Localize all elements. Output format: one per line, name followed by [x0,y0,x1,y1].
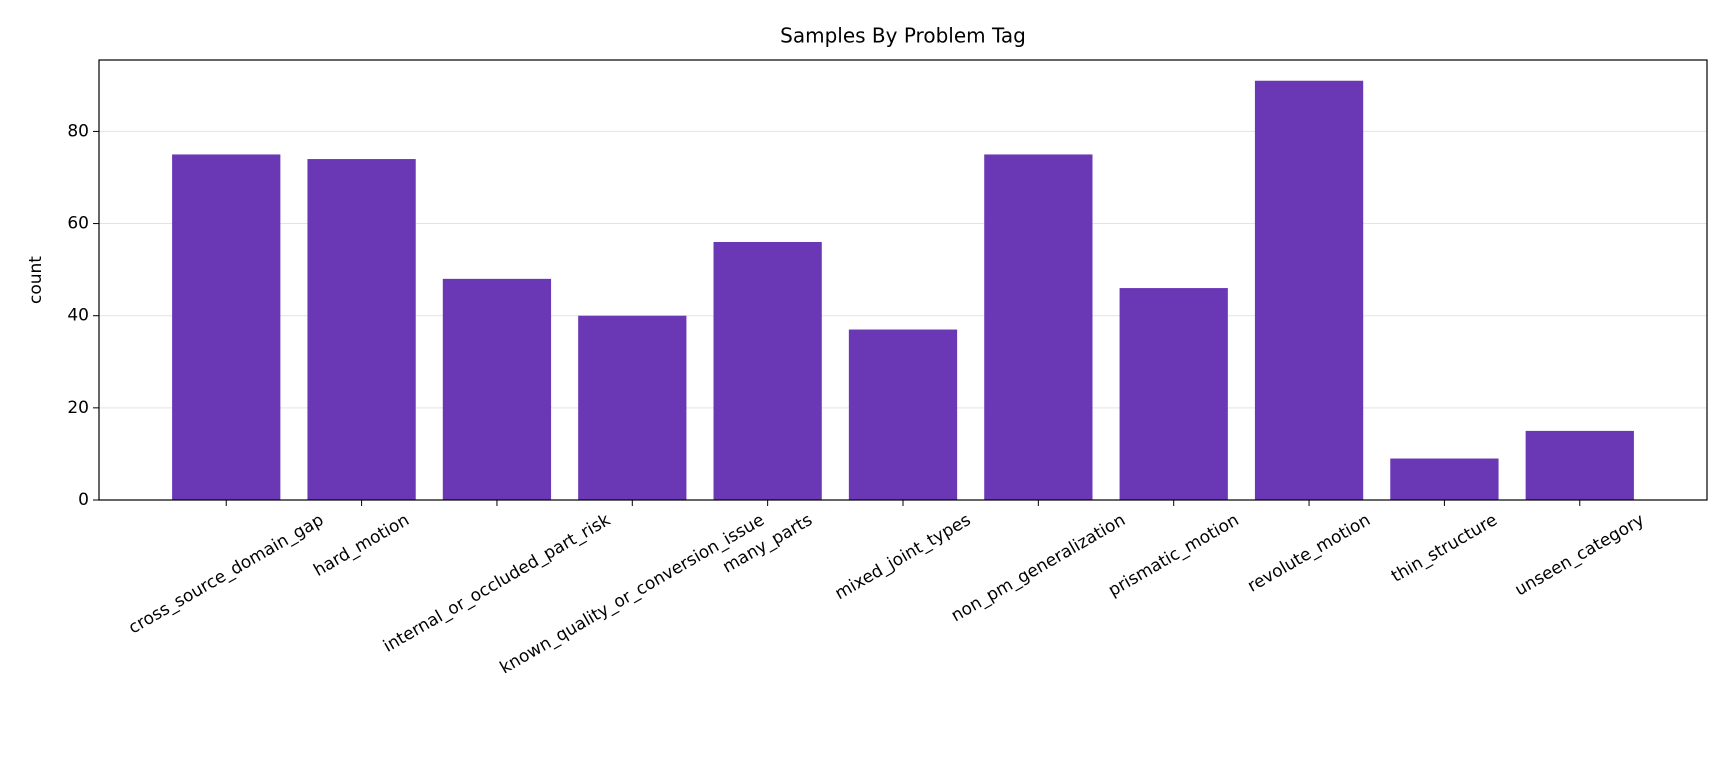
y-tick-label: 80 [67,121,89,141]
plot-frame [98,59,1708,501]
chart-title: Samples By Problem Tag [780,24,1026,48]
y-tick-label: 60 [67,214,89,234]
bar [848,329,958,500]
bar [442,278,552,500]
y-tick-label: 40 [67,306,89,326]
y-tick-label: 20 [67,398,89,418]
bar [984,154,1093,500]
y-tick-label: 0 [78,490,89,510]
y-axis-label: count [26,256,46,304]
bar [1390,458,1499,500]
bar [1525,430,1634,500]
bar [307,159,416,500]
bar [172,154,281,500]
bar [1119,288,1228,500]
bar [713,241,822,500]
bar [1254,80,1364,501]
bar [578,315,687,500]
